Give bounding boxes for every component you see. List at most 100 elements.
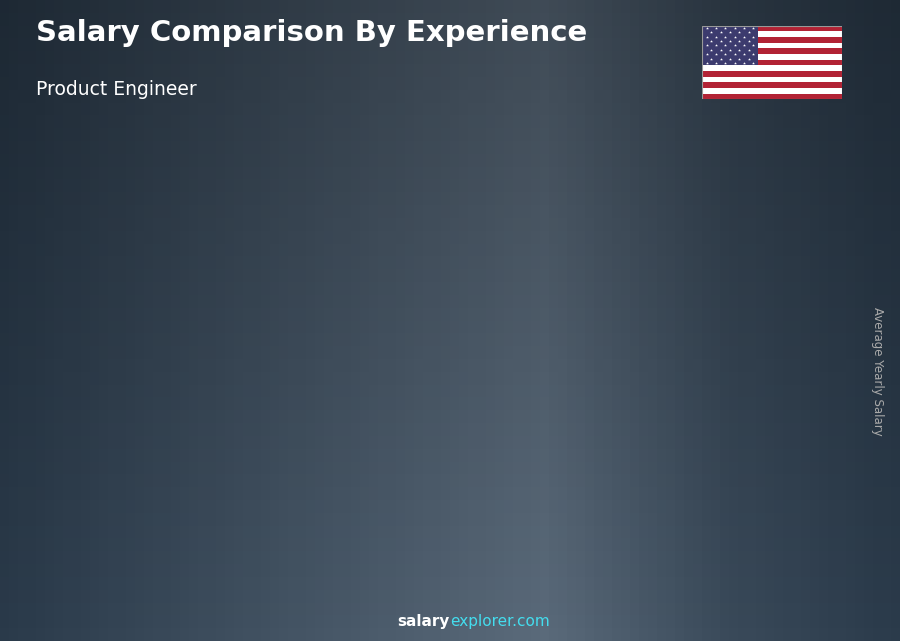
Bar [770, 276, 771, 564]
Bar [267, 405, 269, 564]
Bar [702, 60, 842, 65]
Bar [518, 313, 519, 564]
Bar [654, 292, 655, 564]
Bar [510, 313, 512, 564]
Bar [745, 276, 746, 564]
Bar [739, 276, 740, 564]
Bar [468, 313, 470, 564]
Bar [594, 0, 603, 641]
Bar [729, 0, 738, 641]
Bar [0, 513, 900, 526]
Bar [0, 77, 900, 90]
Bar [640, 292, 642, 564]
Bar [792, 0, 801, 641]
Bar [92, 446, 94, 564]
Bar [750, 276, 751, 564]
Bar [405, 358, 406, 564]
Bar [234, 0, 243, 641]
Bar [730, 276, 732, 564]
Bar [134, 446, 136, 564]
Text: +21%: +21% [403, 233, 470, 253]
Bar [151, 446, 153, 564]
Bar [786, 276, 788, 564]
Bar [702, 65, 842, 71]
Bar [658, 292, 659, 564]
Bar [533, 313, 535, 564]
Bar [374, 358, 375, 564]
Bar [344, 358, 345, 564]
Bar [0, 590, 900, 603]
Bar [402, 358, 403, 564]
Bar [632, 292, 633, 564]
Bar [231, 405, 233, 564]
Text: 131,000 USD: 131,000 USD [751, 247, 847, 262]
Bar [603, 0, 612, 641]
Bar [108, 446, 110, 564]
Bar [727, 276, 729, 564]
Bar [270, 405, 272, 564]
Bar [0, 538, 900, 551]
Bar [130, 446, 132, 564]
Bar [122, 446, 123, 564]
Bar [634, 292, 635, 564]
Bar [734, 276, 735, 564]
Bar [274, 405, 275, 564]
Bar [0, 90, 900, 103]
Bar [218, 405, 220, 564]
Bar [378, 0, 387, 641]
Bar [141, 446, 143, 564]
Bar [198, 0, 207, 641]
Bar [357, 358, 359, 564]
Bar [396, 358, 397, 564]
Bar [245, 405, 247, 564]
Bar [9, 0, 18, 641]
Bar [624, 292, 625, 564]
Bar [90, 0, 99, 641]
Bar [628, 292, 629, 564]
Bar [864, 0, 873, 641]
Bar [63, 0, 72, 641]
Bar [0, 256, 900, 269]
Bar [405, 0, 414, 641]
Bar [376, 358, 377, 564]
Bar [599, 292, 600, 564]
Text: 114,000 USD: 114,000 USD [491, 284, 587, 299]
Bar [72, 0, 81, 641]
Bar [101, 446, 102, 564]
Bar [0, 308, 900, 320]
Bar [472, 313, 473, 564]
Bar [639, 292, 640, 564]
Bar [773, 276, 775, 564]
Bar [441, 0, 450, 641]
Bar [315, 0, 324, 641]
Bar [514, 313, 516, 564]
Bar [655, 292, 656, 564]
Bar [882, 0, 891, 641]
Bar [747, 0, 756, 641]
Bar [403, 358, 405, 564]
Bar [369, 0, 378, 641]
Bar [0, 397, 900, 410]
Bar [0, 269, 900, 282]
Bar [788, 276, 790, 564]
Bar [98, 446, 100, 564]
Bar [251, 405, 253, 564]
Bar [36, 0, 45, 641]
Bar [763, 276, 765, 564]
Bar [237, 405, 238, 564]
Bar [516, 313, 517, 564]
Bar [792, 276, 794, 564]
Bar [81, 446, 82, 564]
Bar [0, 64, 900, 77]
Bar [592, 292, 593, 564]
Bar [621, 0, 630, 641]
Bar [0, 564, 900, 577]
Bar [891, 0, 900, 641]
Bar [520, 313, 522, 564]
Bar [212, 405, 213, 564]
Bar [873, 0, 882, 641]
Bar [500, 313, 502, 564]
Text: Salary Comparison By Experience: Salary Comparison By Experience [36, 19, 587, 47]
Bar [648, 292, 649, 564]
Bar [407, 358, 409, 564]
